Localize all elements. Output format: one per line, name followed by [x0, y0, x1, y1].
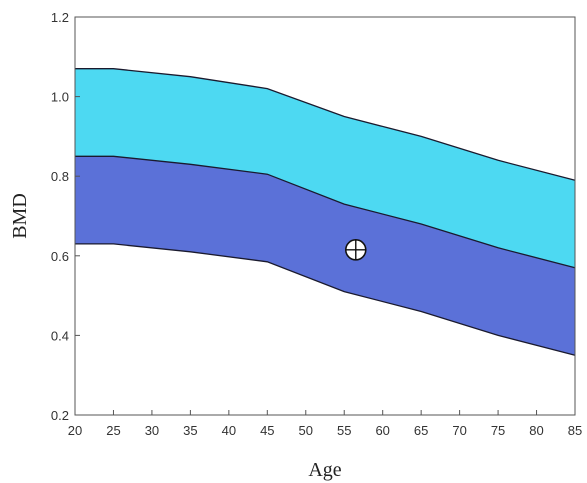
x-tick-label: 80	[529, 423, 543, 438]
lower-band	[75, 156, 575, 356]
x-tick-label: 65	[414, 423, 428, 438]
x-tick-label: 85	[568, 423, 582, 438]
patient-marker	[344, 239, 367, 261]
y-tick-label: 0.2	[51, 408, 69, 423]
y-tick-label: 0.6	[51, 249, 69, 264]
edge-lines-group	[75, 68, 576, 356]
upper-band	[75, 68, 575, 268]
x-tick-label: 70	[452, 423, 466, 438]
x-tick-label: 75	[491, 423, 505, 438]
y-tick-label: 1.2	[51, 10, 69, 25]
bands-group	[75, 68, 575, 356]
y-tick-label: 1.0	[51, 90, 69, 105]
x-tick-label: 25	[106, 423, 120, 438]
y-axis-ticks: 0.2 0.4 0.6 0.8 1.0 1.2	[51, 10, 80, 423]
x-tick-label: 50	[299, 423, 313, 438]
y-tick-label: 0.8	[51, 169, 69, 184]
y-axis-title: BMD	[9, 193, 31, 239]
middle-boundary-line	[75, 155, 576, 269]
x-tick-label: 55	[337, 423, 351, 438]
lower-boundary-line	[75, 243, 576, 356]
plot-frame	[74, 16, 576, 416]
x-tick-label: 60	[375, 423, 389, 438]
y-tick-label: 0.4	[51, 328, 69, 343]
x-tick-label: 30	[145, 423, 159, 438]
x-tick-label: 35	[183, 423, 197, 438]
x-tick-label: 20	[68, 423, 82, 438]
x-tick-label: 40	[222, 423, 236, 438]
upper-boundary-line	[75, 68, 576, 181]
x-tick-label: 45	[260, 423, 274, 438]
x-axis-title: Age	[308, 459, 341, 481]
x-axis-ticks: 20 25 30 35 40 45 50 55 60 65 70 75 80 85	[68, 410, 582, 438]
